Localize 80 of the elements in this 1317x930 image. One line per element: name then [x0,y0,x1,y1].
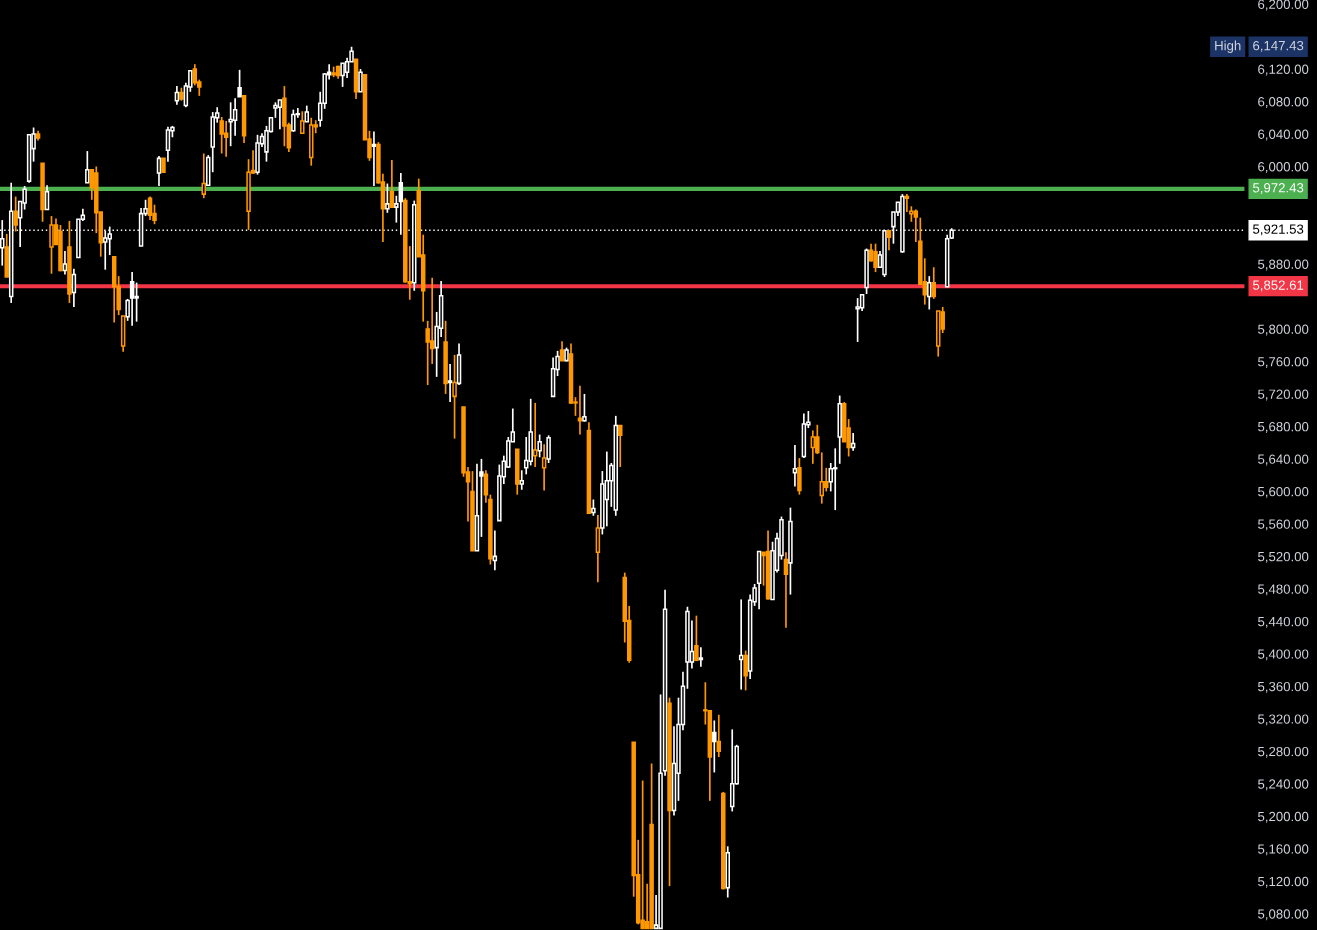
y-tick-label: 5,440.00 [1258,616,1309,628]
y-tick-label: 5,800.00 [1258,324,1309,336]
y-tick-label: 5,280.00 [1258,746,1309,758]
candlestick [219,116,224,155]
y-tick-label: 5,600.00 [1258,486,1309,498]
candlestick [129,271,135,327]
candlestick [743,649,748,692]
candlestick [277,99,283,130]
candlestick [447,363,453,403]
candlestick [62,250,68,276]
candlestick [824,467,829,493]
candlestick [604,450,610,528]
y-tick-label: 5,080.00 [1258,909,1309,921]
y-tick-label: 5,360.00 [1258,681,1309,693]
candlestick [886,229,892,252]
y-tick-label: 6,200.00 [1258,0,1309,11]
candlestick [537,433,542,459]
y-tick-label: 5,760.00 [1258,357,1309,368]
candlestick [519,469,524,491]
candlestick [694,614,699,662]
y-tick-label: 5,680.00 [1258,421,1309,433]
candlestick [797,457,802,496]
candlestick [358,68,363,93]
y-tick-label: 5,480.00 [1258,584,1309,596]
candlestick [855,297,860,343]
candlestick [201,152,207,200]
y-tick-label: 5,520.00 [1258,551,1309,563]
candlestick [582,393,587,423]
y-tick-label: 6,000.00 [1258,162,1309,173]
candlestick [228,101,233,148]
candlestick [389,159,395,208]
y-tick-label: 5,720.00 [1258,389,1309,401]
candlestick [783,551,789,629]
candlestick [904,193,910,213]
candlestick [223,120,229,158]
y-tick-label: 5,880.00 [1258,259,1309,271]
text: 6,147.43 [1253,40,1304,52]
candlestick [85,150,90,184]
candlestick [291,108,296,133]
candlestick [532,402,538,468]
ref-line-label: 5,972.43 [1253,183,1304,194]
candlestick [729,728,735,813]
ref-line-label: 5,852.61 [1253,280,1304,292]
y-tick-label: 5,240.00 [1258,779,1309,791]
candlestick [716,713,722,758]
candlestick [371,130,377,187]
y-tick-label: 5,560.00 [1258,519,1309,531]
y-tick-label: 5,400.00 [1258,649,1309,661]
y-tick-label: 6,120.00 [1258,64,1309,76]
candlestick [698,646,704,668]
candlestick [134,281,139,323]
y-tick-label: 5,120.00 [1258,876,1309,888]
candlestick [385,182,390,214]
candlestick [810,429,816,465]
candlestick [156,155,162,187]
y-tick-label: 6,040.00 [1258,129,1309,141]
candlestick [640,779,645,930]
candlestick [873,242,878,273]
ref-line-label: 5,921.53 [1253,224,1304,236]
candlestick [479,458,484,538]
candlestick [232,97,238,137]
y-tick-label: 5,200.00 [1258,811,1309,823]
candlestick [340,62,345,88]
candlestick [618,424,623,468]
y-tick-label: 5,160.00 [1258,844,1309,856]
candlestick [832,447,838,511]
candlestick [398,172,404,236]
candlestick [49,215,54,275]
y-tick-label: 5,320.00 [1258,714,1309,726]
candlestick [13,195,18,233]
candlestick [712,719,717,774]
annotation: High [1215,40,1241,53]
candlestick [927,275,932,311]
y-tick-label: 6,080.00 [1258,97,1309,108]
candlestick [237,69,242,98]
y-tick-label: 5,640.00 [1258,454,1309,466]
candlestick [931,266,936,300]
candlestick [452,354,457,440]
candlestick [559,340,565,362]
candlestick [165,125,171,163]
